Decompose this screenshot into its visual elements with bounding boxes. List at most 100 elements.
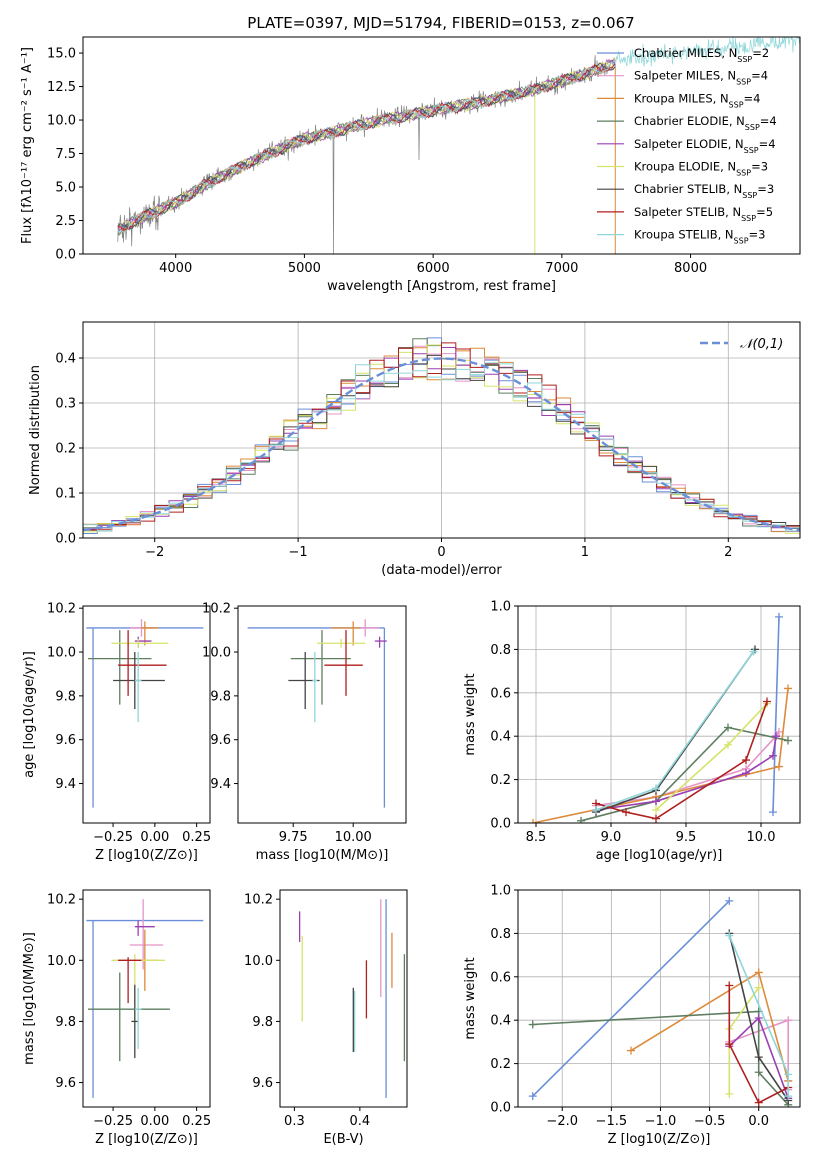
x-tick-label: −0.25 xyxy=(93,1114,133,1129)
legend-entry-count: =2 xyxy=(752,46,769,60)
errorbar-point xyxy=(312,652,318,723)
axes-frame: 9.75 10.00 9.4 9.6 9.8 10.0 10.2 mass [log10(M/… xyxy=(202,602,407,863)
x-axis-label: Z [log10(Z/Z⊙)] xyxy=(95,1132,198,1147)
axes-border xyxy=(82,605,211,824)
mass-weight-line xyxy=(532,900,730,1097)
mass-weight-marker xyxy=(754,1014,763,1023)
residual-histogram-step xyxy=(83,362,800,532)
y-axis-label: mass weight xyxy=(463,957,478,1039)
metallicity-mass-weight-panel: −2.0 −1.5 −1.0 −0.5 0.0 0.0 0.2 0.4 0.6 0.8 1.0 Z [… xyxy=(463,884,801,1147)
mass-weight-marker xyxy=(725,931,734,940)
mass-weight-marker xyxy=(784,1070,793,1079)
y-tick-label: 0.4 xyxy=(55,352,76,367)
model-spectrum-tail xyxy=(612,37,800,69)
mass-weight-marker xyxy=(725,1040,734,1049)
mass-weight-line xyxy=(655,703,768,811)
legend-entry: Salpeter STELIB, NSSP=5 xyxy=(634,205,773,223)
mass-weight-marker xyxy=(775,727,783,736)
extinction-mass-panel: 0.3 0.4 9.6 9.8 10.0 10.2 E(B-V) xyxy=(244,889,408,1147)
errorbar-point xyxy=(131,984,139,1059)
mass-weight-marker xyxy=(763,697,771,706)
y-tick-label: 10.0 xyxy=(47,114,76,129)
y-tick-label: 1.0 xyxy=(490,884,511,899)
y-tick-label: 10.2 xyxy=(47,602,76,617)
plot-area xyxy=(86,619,204,808)
y-tick-label: 0.2 xyxy=(55,442,76,457)
mass-weight-line xyxy=(772,616,780,813)
legend-entry-name: Kroupa ELODIE, N xyxy=(634,160,736,174)
x-tick-label: 8000 xyxy=(674,261,707,276)
axes-frame: 4000 5000 6000 7000 8000 0.0 2.5 5.0 7.5 10.0 12.5… xyxy=(20,36,801,294)
errorbar-point xyxy=(247,627,386,808)
mass-weight-marker xyxy=(725,981,734,990)
y-axis-label: age [log10(age/yr)] xyxy=(22,651,37,778)
y-tick-label: 10.2 xyxy=(47,893,76,908)
y-tick-label: 9.8 xyxy=(210,689,231,704)
y-tick-label: 2.5 xyxy=(55,214,76,229)
x-tick-label: 9.75 xyxy=(279,830,308,845)
mass-weight-line xyxy=(595,651,755,811)
y-axis-label: Flux [fλ10⁻¹⁷ erg cm⁻² s⁻¹ A⁻¹] xyxy=(20,47,35,244)
mass-weight-marker xyxy=(528,1092,537,1101)
mass-weight-marker xyxy=(754,1068,763,1077)
mass-weight-marker xyxy=(528,1020,537,1029)
mass-weight-line xyxy=(532,688,789,823)
mass-weight-marker xyxy=(652,797,660,806)
plot-area xyxy=(529,612,792,823)
y-tick-label: 7.5 xyxy=(55,147,76,162)
mass-age-panel: 9.75 10.00 9.4 9.6 9.8 10.0 10.2 mass [log10(M/… xyxy=(202,602,407,863)
errorbar-point xyxy=(86,627,204,808)
errorbar-point xyxy=(331,621,361,646)
y-tick-label: 0.1 xyxy=(55,487,76,502)
mass-weight-marker xyxy=(754,1053,763,1062)
axes-border xyxy=(82,889,211,1108)
model-spectrum-line xyxy=(117,58,616,235)
plot-area xyxy=(83,337,800,534)
y-tick-label: 10.0 xyxy=(47,954,76,969)
y-tick-label: 0.4 xyxy=(490,1014,511,1029)
mass-weight-marker xyxy=(725,896,734,905)
y-tick-label: 0.8 xyxy=(490,927,511,942)
legend-entry-count: =3 xyxy=(757,182,774,196)
plot-area xyxy=(298,899,406,1098)
errorbar-point xyxy=(141,621,159,646)
mass-weight-marker xyxy=(652,784,660,793)
axes-frame: 8.5 9.0 9.5 10.0 0.0 0.2 0.4 0.6 0.8 1.0 age [log1… xyxy=(463,600,801,863)
axes-frame: −0.25 0.00 0.25 9.4 9.6 9.8 10.0 10.2 Z [log10(Z… xyxy=(22,602,211,863)
mass-weight-marker xyxy=(592,805,600,814)
y-tick-label: 12.5 xyxy=(47,80,76,95)
y-tick-label: 9.6 xyxy=(55,733,76,748)
legend-entry-subscript: SSP xyxy=(736,77,751,86)
mass-weight-line xyxy=(728,985,789,1104)
mass-weight-marker xyxy=(725,1089,734,1098)
legend-entry-count: =3 xyxy=(749,228,766,242)
mass-weight-marker xyxy=(754,983,763,992)
x-tick-label: 10.00 xyxy=(335,830,372,845)
mass-weight-marker xyxy=(784,1016,793,1025)
errorbar-point xyxy=(118,630,167,696)
legend-entry: Kroupa STELIB, NSSP=3 xyxy=(634,228,765,246)
mass-weight-line xyxy=(580,726,789,822)
x-tick-label: 0.00 xyxy=(140,1114,169,1129)
y-tick-label: 1.0 xyxy=(490,600,511,615)
errorbar-point xyxy=(290,630,351,705)
errorbar-point xyxy=(88,972,170,1062)
spectrum-panel: 4000 5000 6000 7000 8000 0.0 2.5 5.0 7.5 10.0 12.5… xyxy=(20,36,801,294)
legend-entry-name: Chabrier STELIB, N xyxy=(634,182,742,196)
axes-border xyxy=(82,36,801,255)
legend-entry-name: Salpeter STELIB, N xyxy=(634,205,741,219)
y-tick-label: 0.0 xyxy=(55,248,76,263)
y-tick-label: 9.6 xyxy=(55,1076,76,1091)
legend-entry: 𝒩(0,1) xyxy=(740,337,783,352)
y-tick-label: 9.8 xyxy=(55,1015,76,1030)
errorbar-point xyxy=(88,630,152,705)
metallicity-mass-panel: −0.25 0.00 0.25 9.6 9.8 10.0 10.2 Z [log10(Z/Z⊙… xyxy=(22,889,211,1147)
x-axis-label: wavelength [Angstrom, rest frame] xyxy=(327,279,556,294)
legend-entry: Chabrier STELIB, NSSP=3 xyxy=(634,182,774,200)
y-tick-label: 5.0 xyxy=(55,181,76,196)
x-tick-label: 0.4 xyxy=(350,1114,371,1129)
model-spectrum-line xyxy=(117,58,616,233)
legend-entry-count: =4 xyxy=(751,69,768,83)
mass-weight-marker xyxy=(529,819,537,823)
mass-weight-marker xyxy=(769,751,777,760)
